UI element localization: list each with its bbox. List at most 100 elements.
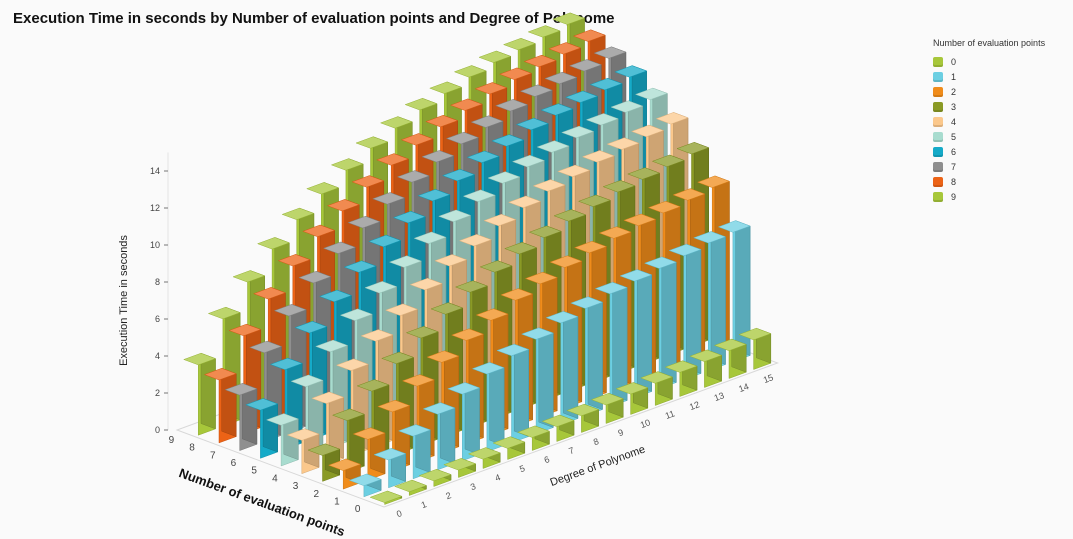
bar-top-face <box>397 424 432 437</box>
legend-item-7[interactable]: 7 <box>933 159 1071 174</box>
bar-top-face <box>409 278 443 291</box>
bar-side-face <box>489 362 505 446</box>
bar-top-face <box>520 327 555 340</box>
bar-side-face <box>563 311 579 419</box>
legend-label: 6 <box>951 146 957 157</box>
bar-top-face <box>339 308 373 321</box>
bar-side-face <box>200 352 216 430</box>
x-tick-label: 3 <box>469 481 477 492</box>
legend-item-4[interactable]: 4 <box>933 114 1071 129</box>
bar-top-face <box>623 213 657 226</box>
legend-swatch <box>933 161 943 172</box>
bar-top-face <box>598 226 632 239</box>
bar-top-face <box>369 490 403 503</box>
bar-top-face <box>438 209 472 222</box>
bar-top-face <box>224 383 258 396</box>
bar-series-0-degree-3 <box>443 458 477 478</box>
legend-label: 4 <box>951 116 957 127</box>
legend: Number of evaluation points 0 1 2 3 4 5 6 7 8 9 <box>933 38 1071 204</box>
y-tick-label: 12 <box>150 203 160 213</box>
bar-top-face <box>566 403 600 417</box>
bar-top-face <box>454 280 489 293</box>
bar-top-face <box>425 115 459 128</box>
bar-top-face <box>281 207 315 220</box>
bar-top-face <box>651 154 685 167</box>
bar-top-face <box>277 254 311 267</box>
bar-top-face <box>668 243 702 257</box>
legend-item-8[interactable]: 8 <box>933 174 1071 189</box>
bar-top-face <box>504 242 538 255</box>
z-tick-label: 9 <box>169 435 175 446</box>
bar-top-face <box>368 234 402 248</box>
y-tick-label: 14 <box>150 166 160 176</box>
bar-top-face <box>585 113 619 126</box>
bar-top-face <box>449 98 483 111</box>
legend-label: 2 <box>951 86 957 97</box>
bar-top-face <box>326 199 360 212</box>
bar-top-face <box>553 209 587 222</box>
bar-top-face <box>655 112 689 125</box>
bar-side-face <box>587 296 603 410</box>
bar-series-0-degree-1 <box>393 479 428 496</box>
bar-series-0-degree-8 <box>566 403 600 433</box>
bar-top-face <box>392 211 426 224</box>
bar-series-4-degree-0 <box>286 428 320 475</box>
legend-item-3[interactable]: 3 <box>933 99 1071 114</box>
bar-top-face <box>615 382 649 395</box>
bar-series-0-degree-5 <box>492 436 526 460</box>
bar-top-face <box>590 393 624 406</box>
bar-series-0-degree-2 <box>418 468 452 487</box>
y-tick-label: 0 <box>155 425 160 435</box>
bar-top-face <box>523 54 557 68</box>
bar-top-face <box>470 115 504 128</box>
bar-series-2-degree-1 <box>352 427 386 481</box>
bar-top-face <box>573 241 608 254</box>
bar-series-1-degree-9 <box>570 296 604 417</box>
bar-top-face <box>496 343 530 357</box>
bar-top-face <box>479 260 513 273</box>
z-axis-label: Number of evaluation points <box>177 465 347 539</box>
z-tick-label: 5 <box>251 466 257 477</box>
bar-series-1-degree-8 <box>545 311 579 426</box>
bar-top-face <box>474 82 508 95</box>
legend-item-0[interactable]: 0 <box>933 54 1071 69</box>
bar-top-face <box>447 382 481 395</box>
bar-top-face <box>693 231 727 244</box>
bar-top-face <box>352 427 386 440</box>
bar-series-1-degree-1 <box>373 448 407 489</box>
y-axis-label: Execution Time in seconds <box>118 235 130 366</box>
bar-top-face <box>330 158 364 171</box>
bar-series-0-degree-0 <box>369 490 403 505</box>
bar-top-face <box>487 171 521 184</box>
y-tick-label: 6 <box>155 314 160 324</box>
bar-series-1-degree-3 <box>422 402 456 471</box>
x-tick-label: 8 <box>592 436 600 447</box>
bar-top-face <box>515 117 549 131</box>
bar-top-face <box>351 175 385 188</box>
bar-top-face <box>557 164 591 177</box>
legend-item-9[interactable]: 9 <box>933 189 1071 204</box>
bar-top-face <box>302 224 336 237</box>
bar-series-1-degree-5 <box>471 362 505 453</box>
bar-top-face <box>381 351 415 364</box>
bar-top-face <box>450 328 485 341</box>
bar-top-face <box>384 303 419 316</box>
bar-top-face <box>536 140 570 153</box>
legend-items: 0 1 2 3 4 5 6 7 8 9 <box>933 54 1071 204</box>
legend-item-5[interactable]: 5 <box>933 129 1071 144</box>
bar-top-face <box>360 329 394 342</box>
legend-item-1[interactable]: 1 <box>933 69 1071 84</box>
legend-item-6[interactable]: 6 <box>933 144 1071 159</box>
bar-top-face <box>377 399 411 413</box>
bar-series-0-degree-9 <box>590 392 624 424</box>
bar-top-face <box>335 358 369 371</box>
bar-top-face <box>564 90 599 103</box>
bar-top-face <box>294 321 328 334</box>
legend-item-2[interactable]: 2 <box>933 84 1071 99</box>
bar-top-face <box>441 169 476 182</box>
bar-top-face <box>561 125 595 139</box>
bar-top-face <box>306 182 340 195</box>
bar-top-face <box>602 180 636 193</box>
bar-top-face <box>404 98 438 111</box>
bar-top-face <box>466 150 500 163</box>
